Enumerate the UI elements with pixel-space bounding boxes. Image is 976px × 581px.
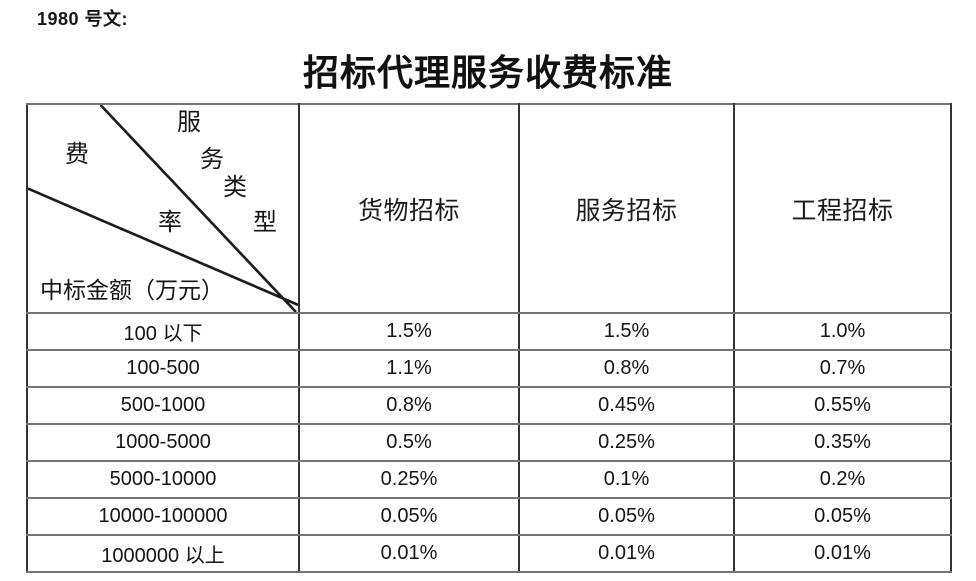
column-header-goods: 货物招标 [298,103,520,314]
rate-cell: 0.05% [518,497,735,536]
diagonal-lines-graphic [28,105,298,312]
table-row: 500-1000 0.8% 0.45% 0.55% [26,386,952,425]
rate-cell: 0.01% [518,534,735,573]
diagonal-line-lower [28,187,298,307]
rate-cell: 0.1% [518,460,735,499]
amount-range-cell: 100-500 [26,349,300,388]
rate-cell: 1.5% [298,312,520,351]
rate-cell: 0.2% [733,460,952,499]
rate-cell: 0.8% [518,349,735,388]
corner-label-service-type-char-4: 型 [253,210,277,236]
table-row: 1000000 以上 0.01% 0.01% 0.01% [26,534,952,573]
fee-standard-table: 服 务 类 型 费 率 中标金额（万元） 货物招标 服务招标 工程招标 100 … [26,103,952,573]
table-row: 100 以下 1.5% 1.5% 1.0% [26,312,952,351]
rate-cell: 0.01% [298,534,520,573]
rate-cell: 0.01% [733,534,952,573]
corner-label-service-type-char-3: 类 [223,175,247,201]
corner-label-fee-rate-char-1: 费 [65,142,89,168]
rate-cell: 0.25% [298,460,520,499]
column-header-service: 服务招标 [518,103,735,314]
rate-cell: 0.5% [298,423,520,462]
corner-label-service-type-char-2: 务 [200,147,224,173]
amount-range-cell: 500-1000 [26,386,300,425]
column-header-engineering: 工程招标 [733,103,952,314]
diagonal-line-upper [99,105,297,312]
rate-cell: 0.35% [733,423,952,462]
rate-cell: 0.05% [298,497,520,536]
rate-cell: 0.7% [733,349,952,388]
table-row: 1000-5000 0.5% 0.25% 0.35% [26,423,952,462]
doc-number-label: 1980 号文: [37,9,129,29]
diagonal-header-cell: 服 务 类 型 费 率 中标金额（万元） [26,103,300,314]
rate-cell: 0.05% [733,497,952,536]
rate-cell: 0.55% [733,386,952,425]
table-row: 10000-100000 0.05% 0.05% 0.05% [26,497,952,536]
corner-label-service-type-char-1: 服 [177,110,201,136]
amount-range-cell: 5000-10000 [26,460,300,499]
rate-cell: 0.45% [518,386,735,425]
rate-cell: 1.0% [733,312,952,351]
corner-label-amount: 中标金额（万元） [40,278,224,303]
rate-cell: 0.8% [298,386,520,425]
page-title: 招标代理服务收费标准 [302,53,673,93]
corner-label-fee-rate-char-2: 率 [158,210,182,236]
header-row: 服 务 类 型 费 率 中标金额（万元） 货物招标 服务招标 工程招标 [26,103,952,314]
amount-range-cell: 100 以下 [26,312,300,351]
table-row: 100-500 1.1% 0.8% 0.7% [26,349,952,388]
table-row: 5000-10000 0.25% 0.1% 0.2% [26,460,952,499]
amount-range-cell: 1000000 以上 [26,534,300,573]
rate-cell: 1.5% [518,312,735,351]
rate-cell: 1.1% [298,349,520,388]
amount-range-cell: 1000-5000 [26,423,300,462]
rate-cell: 0.25% [518,423,735,462]
amount-range-cell: 10000-100000 [26,497,300,536]
